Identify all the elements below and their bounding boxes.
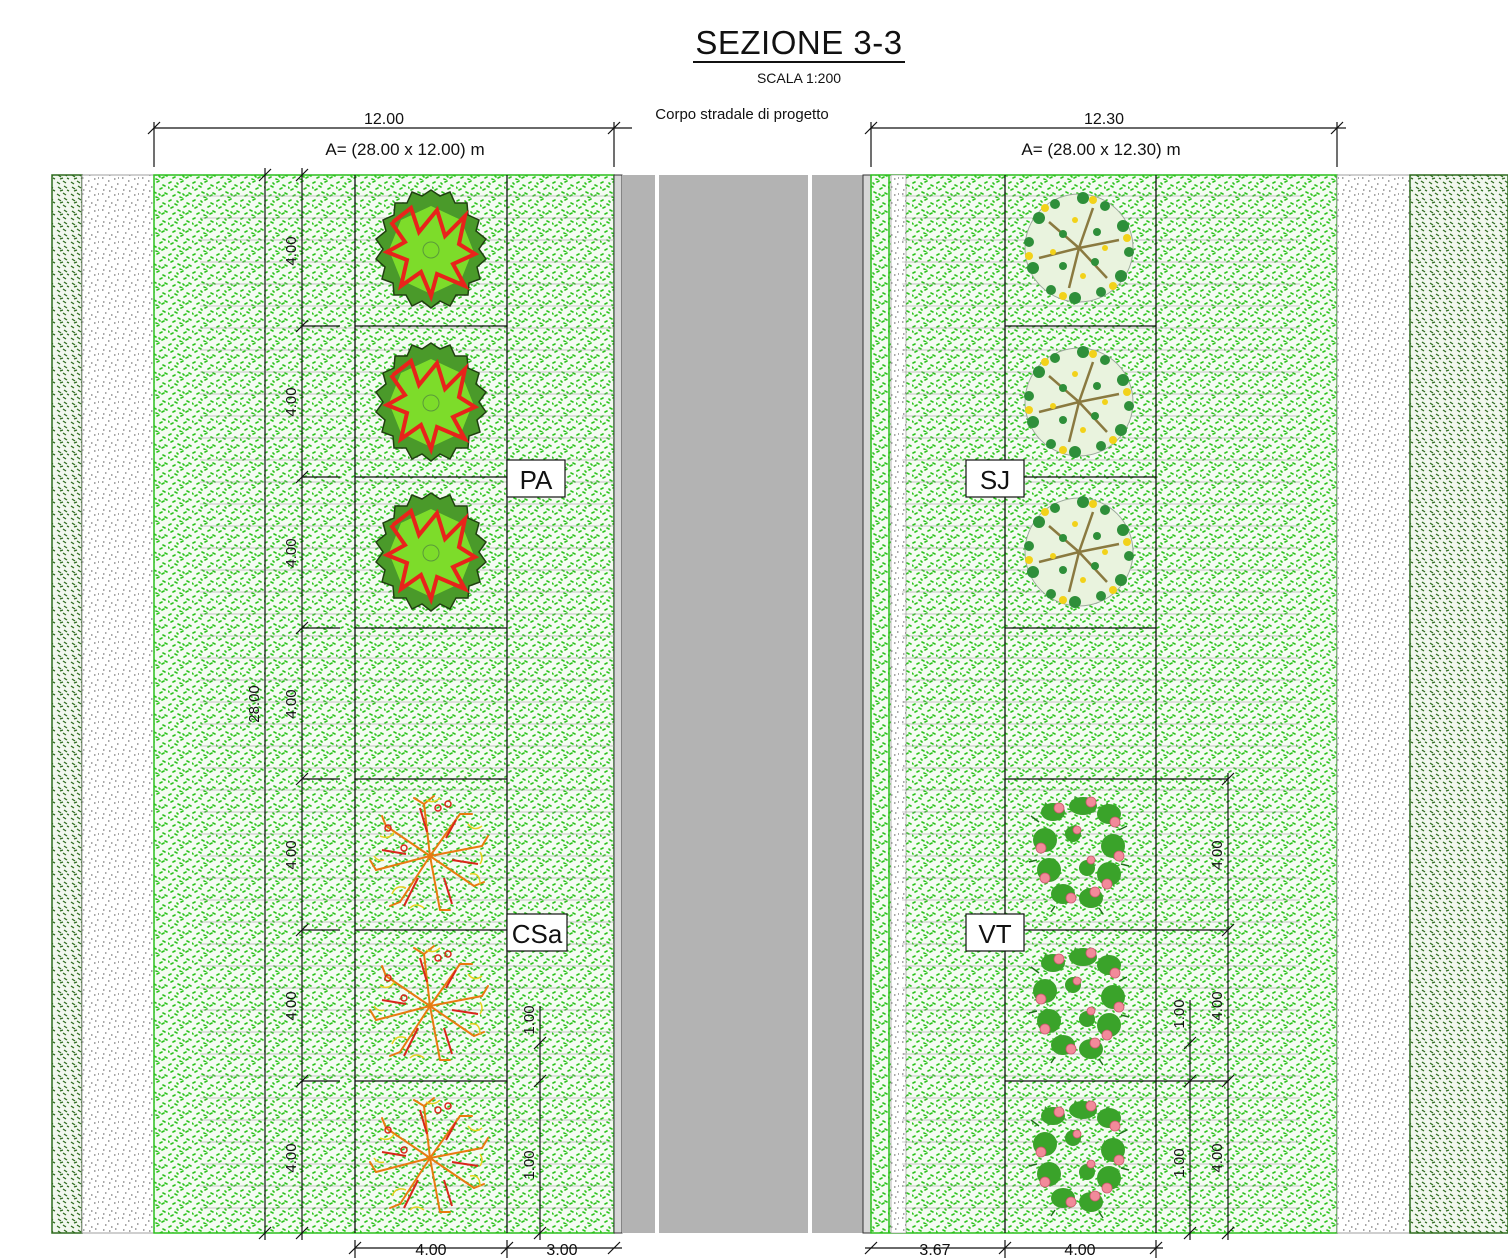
- left-module-dim: 4.00: [283, 840, 300, 869]
- road-surface: [622, 175, 863, 1233]
- left-module-dim: 4.00: [283, 1143, 300, 1172]
- right-module-dim: 4.00: [1209, 1143, 1226, 1172]
- planting-grid-left: [354, 175, 508, 1233]
- left-total-height-dim: 28.00: [246, 685, 263, 723]
- hedge-strip-left: [51, 174, 83, 1234]
- hedge-strip-right: [1409, 174, 1508, 1234]
- species-label-csa-text: CSa: [512, 919, 563, 949]
- road-curb-left: [613, 174, 623, 1234]
- left-vertical-dimensions: [258, 168, 547, 1240]
- species-label-pa-text: PA: [520, 465, 553, 495]
- gravel-band-right-inner: [890, 174, 907, 1234]
- left-bottom-dim: 4.00: [415, 1242, 446, 1258]
- species-label-csa: CSa: [506, 913, 568, 952]
- right-vertical-dimensions: [1156, 772, 1235, 1240]
- right-module-dim: 4.00: [1209, 840, 1226, 869]
- top-dimensions: [147, 121, 1346, 167]
- left-module-dim: 4.00: [283, 689, 300, 718]
- planting-area-right: [870, 174, 1338, 1234]
- right-inner-dim: 1.00: [1171, 999, 1188, 1028]
- left-area-label: A= (28.00 x 12.00) m: [325, 140, 484, 159]
- left-module-dim: 4.00: [283, 236, 300, 265]
- left-module-dim: 4.00: [283, 991, 300, 1020]
- road-label: Corpo stradale di progetto: [655, 106, 828, 123]
- species-label-sj: SJ: [965, 459, 1025, 498]
- left-module-dim: 4.00: [283, 538, 300, 567]
- left-inner-dim: 1.00: [521, 1005, 538, 1034]
- right-module-dim: 4.00: [1209, 991, 1226, 1020]
- right-inner-dim: 1.00: [1171, 1148, 1188, 1177]
- left-inner-dim: 1.00: [521, 1150, 538, 1179]
- right-bottom-dim: 4.00: [1064, 1242, 1095, 1258]
- left-width-dim: 12.00: [364, 111, 404, 128]
- species-label-sj-text: SJ: [980, 465, 1010, 495]
- species-label-pa: PA: [506, 459, 566, 498]
- right-area-label: A= (28.00 x 12.30) m: [1021, 140, 1180, 159]
- right-width-dim: 12.30: [1084, 111, 1124, 128]
- species-label-vt: VT: [965, 913, 1025, 952]
- planting-grid-right: [1004, 175, 1157, 1233]
- right-bottom-dim: 3.67: [919, 1242, 950, 1258]
- left-module-dim: 4.00: [283, 387, 300, 416]
- left-bottom-dim: 3.00: [546, 1242, 577, 1258]
- gravel-strip-left: [81, 174, 155, 1234]
- gravel-strip-right: [1336, 174, 1411, 1234]
- planting-area-left: [153, 174, 615, 1234]
- species-label-vt-text: VT: [978, 919, 1011, 949]
- bottom-dimensions: [348, 1240, 1163, 1258]
- road-curb-right: [862, 174, 872, 1234]
